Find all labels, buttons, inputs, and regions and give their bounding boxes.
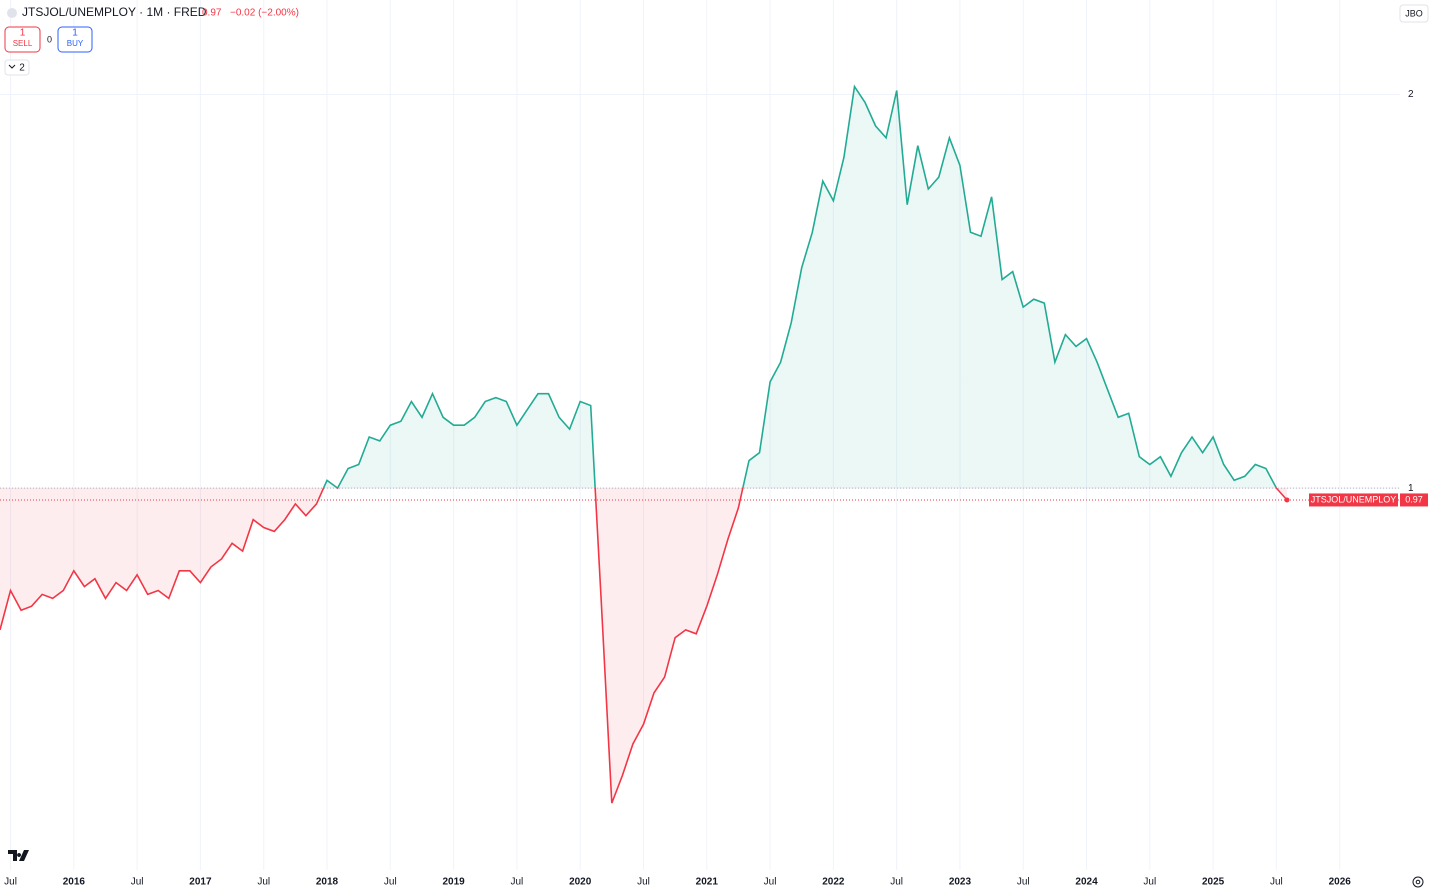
y-tick-label: 1 bbox=[1408, 483, 1414, 494]
plot-area bbox=[0, 0, 1400, 870]
symbol-icon bbox=[7, 8, 17, 18]
x-tick-label: 2023 bbox=[949, 877, 972, 888]
x-tick-label: Jul bbox=[4, 877, 17, 888]
x-tick-label: Jul bbox=[1017, 877, 1030, 888]
badge[interactable]: JBO bbox=[1399, 4, 1429, 23]
toggle-box[interactable] bbox=[4, 59, 30, 76]
price-tag-value: 0.97 bbox=[1405, 494, 1423, 504]
x-tick-label: 2019 bbox=[442, 877, 465, 888]
x-tick-label: Jul bbox=[764, 877, 777, 888]
last-point bbox=[1284, 497, 1290, 503]
badge-text[interactable]: JBO bbox=[1405, 8, 1423, 18]
sell-count[interactable]: 1 bbox=[20, 28, 26, 39]
settings-icon[interactable] bbox=[1412, 876, 1424, 888]
last-value: 0.97 bbox=[202, 8, 222, 19]
area bbox=[0, 86, 1287, 804]
price-tag-name-bg bbox=[1309, 493, 1398, 507]
price-tag-value-bg bbox=[1400, 493, 1428, 507]
buy-count[interactable]: 1 bbox=[72, 28, 78, 39]
x-tick-label: 2021 bbox=[696, 877, 719, 888]
badge-box[interactable] bbox=[1399, 4, 1429, 23]
x-tick-label: 2018 bbox=[316, 877, 339, 888]
chart-title: JTSJOL/UNEMPLOY · 1M · FRED bbox=[22, 5, 207, 19]
x-tick-label: Jul bbox=[890, 877, 903, 888]
buy-label[interactable]: BUY bbox=[67, 39, 84, 48]
indicators-toggle[interactable]: 2 bbox=[4, 59, 30, 76]
x-tick-label: 2024 bbox=[1075, 877, 1098, 888]
x-tick-label: Jul bbox=[637, 877, 650, 888]
x-tick-label: Jul bbox=[131, 877, 144, 888]
x-tick-label: Jul bbox=[510, 877, 523, 888]
x-tick-label: 2017 bbox=[189, 877, 212, 888]
x-tick-label: 2022 bbox=[822, 877, 845, 888]
chevron[interactable] bbox=[8, 64, 16, 69]
buy-box[interactable] bbox=[57, 26, 93, 53]
line bbox=[0, 84, 1288, 804]
x-tick-label: 2016 bbox=[63, 877, 86, 888]
x-tick-label: 2020 bbox=[569, 877, 592, 888]
settings-icon-core bbox=[1415, 879, 1421, 885]
x-tick-label: Jul bbox=[1143, 877, 1156, 888]
logo[interactable] bbox=[8, 850, 29, 861]
x-tick-label: Jul bbox=[257, 877, 270, 888]
y-tick-label: 2 bbox=[1408, 89, 1414, 100]
change: −0.02 (−2.00%) bbox=[230, 8, 299, 19]
sell-label[interactable]: SELL bbox=[13, 39, 33, 48]
x-tick-label: Jul bbox=[384, 877, 397, 888]
x-tick-label: Jul bbox=[1270, 877, 1283, 888]
sell-box[interactable] bbox=[4, 26, 41, 53]
indicators-count[interactable]: 2 bbox=[19, 63, 25, 74]
x-tick-label: 2026 bbox=[1329, 877, 1352, 888]
buy-button[interactable]: 1 BUY bbox=[57, 26, 93, 53]
spread: 0 bbox=[47, 34, 52, 44]
price-tag-name: JTSJOL/UNEMPLOY bbox=[1311, 494, 1397, 504]
x-tick-label: 2025 bbox=[1202, 877, 1225, 888]
sell-button[interactable]: 1 SELL bbox=[4, 26, 41, 53]
